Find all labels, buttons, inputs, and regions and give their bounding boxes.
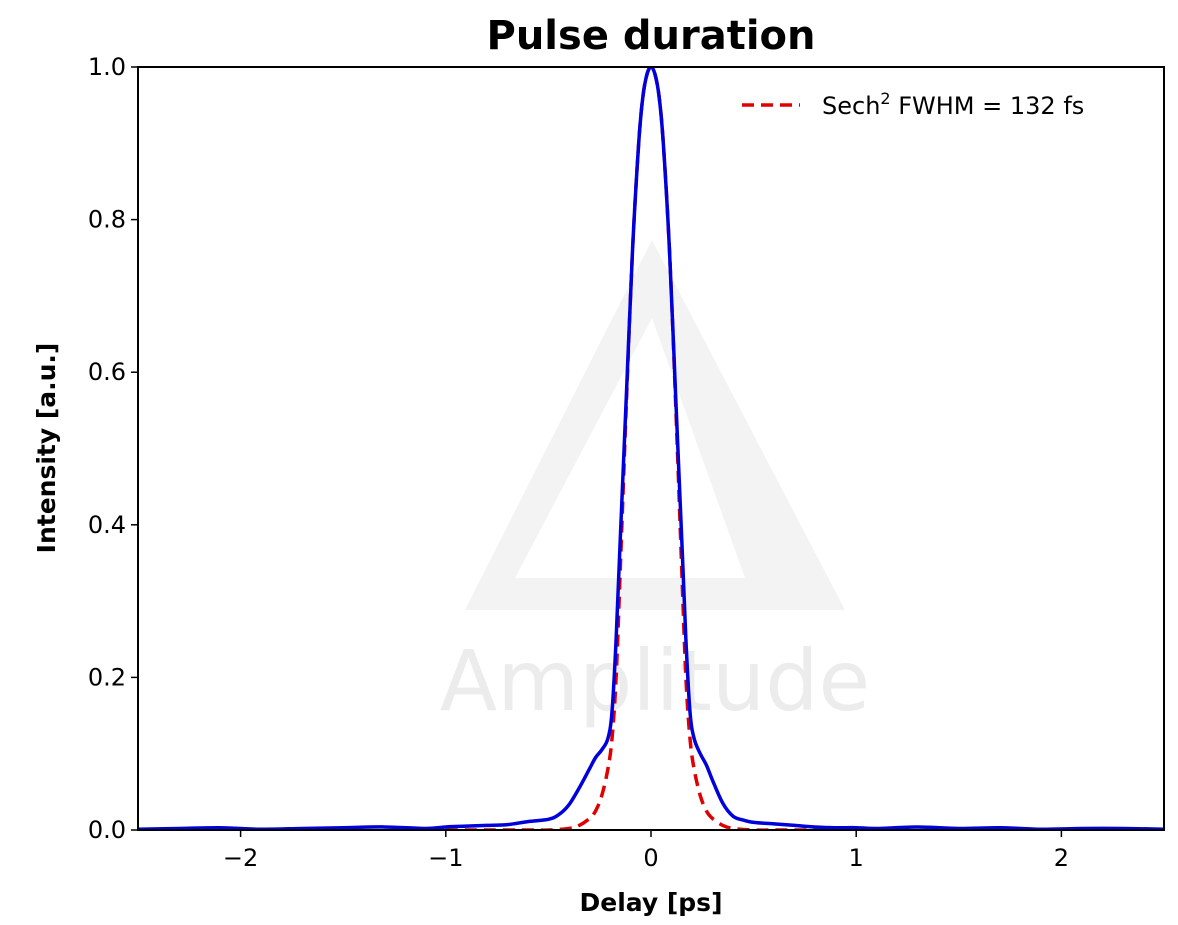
y-tick-label: 0.0 [88, 816, 126, 844]
y-tick-label: 1.0 [88, 53, 126, 81]
x-tick-label: 1 [849, 844, 864, 872]
legend: Sech2 FWHM = 132 fs [742, 89, 1084, 120]
x-tick-label: −1 [428, 844, 463, 872]
watermark-triangle-icon [465, 240, 845, 610]
chart-title: Pulse duration [487, 13, 816, 59]
y-axis-label: Intensity [a.u.] [32, 343, 61, 554]
x-axis-label: Delay [ps] [579, 888, 722, 917]
legend-label-base: Sech [822, 92, 880, 120]
series-layer [138, 67, 1164, 830]
y-tick-label: 0.8 [88, 206, 126, 234]
y-tick-label: 0.6 [88, 358, 126, 386]
y-axis: 0.0 0.2 0.4 0.6 0.8 1.0 [88, 53, 138, 844]
legend-label-rest: FWHM = 132 fs [891, 92, 1085, 120]
legend-label-sech2: Sech2 FWHM = 132 fs [822, 89, 1084, 120]
y-tick-label: 0.2 [88, 663, 126, 691]
y-tick-label: 0.4 [88, 511, 126, 539]
x-tick-label: 0 [643, 844, 658, 872]
series-line-measured [138, 67, 1164, 830]
legend-label-sup: 2 [880, 89, 890, 108]
x-tick-label: −2 [223, 844, 258, 872]
series-line-sech2-fit [445, 67, 857, 830]
watermark: Amplitude [440, 240, 870, 730]
watermark-text: Amplitude [440, 632, 870, 730]
x-axis: −2 −1 0 1 2 [223, 830, 1069, 872]
x-tick-label: 2 [1054, 844, 1069, 872]
